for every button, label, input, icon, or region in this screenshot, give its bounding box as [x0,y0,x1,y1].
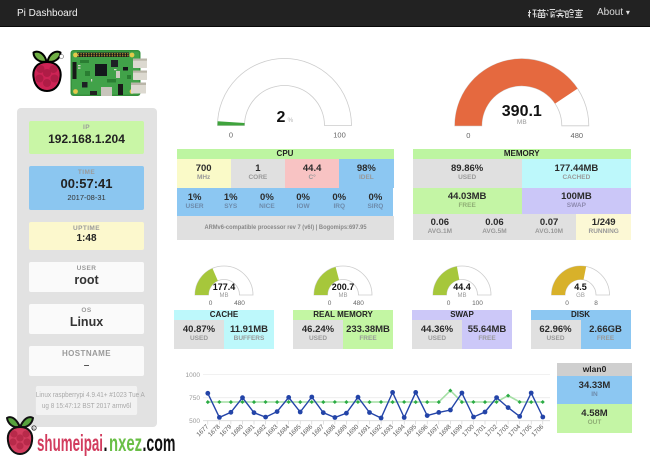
svg-text:4.5: 4.5 [574,282,587,292]
svg-text:0: 0 [229,131,233,140]
svg-text:.com: .com [143,430,176,456]
svg-text:1706: 1706 [530,423,545,438]
svg-text:%: % [288,117,294,124]
svg-text:GB: GB [576,293,585,299]
svg-text:1000: 1000 [186,372,201,379]
svg-text:480: 480 [571,131,584,140]
svg-text:8: 8 [594,300,598,307]
svg-text:MB: MB [517,119,527,126]
svg-text:nxez: nxez [109,430,142,456]
svg-text:R: R [32,427,35,431]
svg-text:480: 480 [234,300,245,307]
svg-text:MB: MB [458,293,467,299]
svg-text:177.4: 177.4 [213,282,236,292]
svg-text:750: 750 [189,395,200,402]
svg-text:44.4: 44.4 [453,282,471,292]
svg-text:500: 500 [189,418,200,425]
svg-text:0: 0 [209,300,213,307]
svg-text:100: 100 [472,300,483,307]
svg-text:100: 100 [333,131,346,140]
svg-text:2: 2 [277,109,286,126]
svg-text:MB: MB [339,293,348,299]
svg-text:MB: MB [220,293,229,299]
svg-text:0: 0 [328,300,332,307]
svg-text:200.7: 200.7 [332,282,355,292]
svg-text:0: 0 [466,131,470,140]
svg-text:.: . [104,430,108,456]
svg-text:0: 0 [447,300,451,307]
svg-text:480: 480 [353,300,364,307]
svg-text:shumeipai: shumeipai [37,430,103,456]
svg-text:390.1: 390.1 [502,103,542,120]
svg-text:0: 0 [565,300,569,307]
